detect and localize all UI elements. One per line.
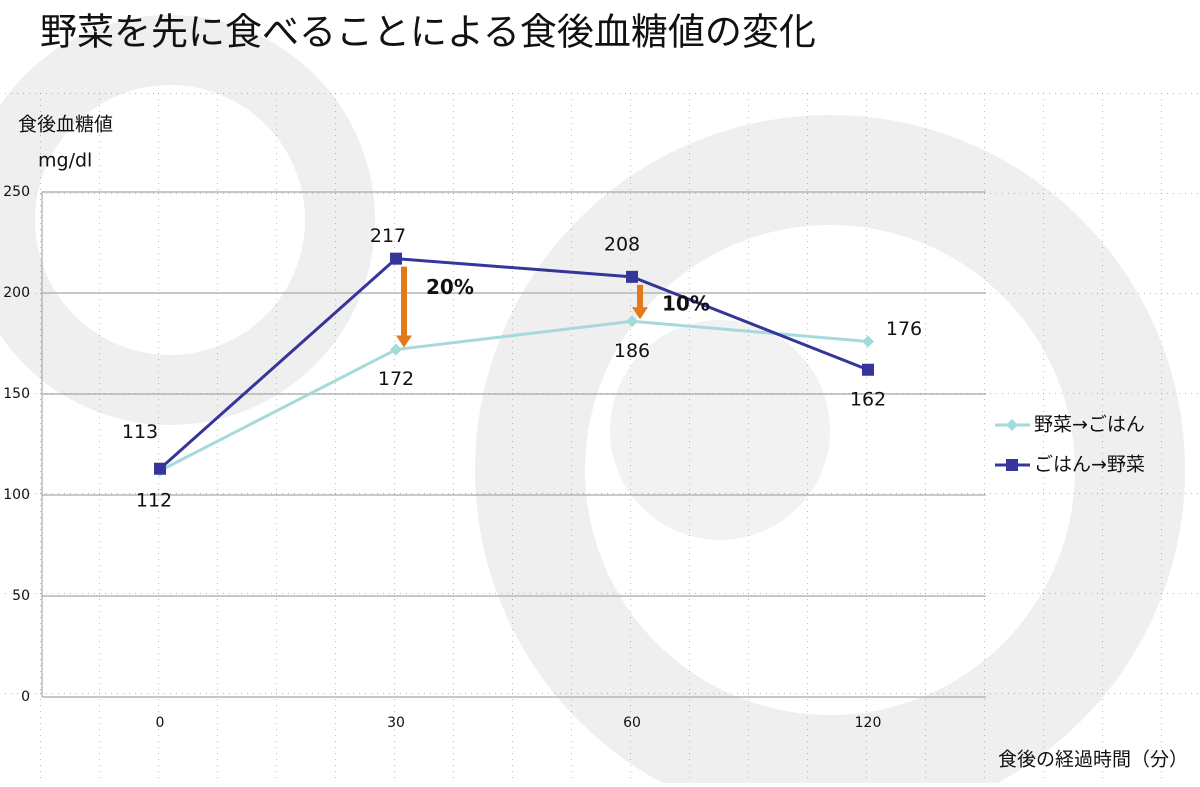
annotation: 10%: [662, 291, 710, 315]
background: [0, 15, 1200, 787]
legend-marker: [1006, 459, 1018, 471]
marker: [862, 335, 874, 348]
legend-label: 野菜→ごはん: [1034, 414, 1145, 436]
data-label: 162: [850, 388, 886, 410]
y-tick-label: 150: [3, 386, 30, 402]
series-line: [159, 257, 869, 470]
data-label: 176: [886, 318, 922, 340]
data-label: 217: [370, 225, 406, 247]
chart-title: 野菜を先に食べることによる食後血糖値の変化: [40, 11, 816, 54]
annotation: 20%: [426, 275, 474, 299]
x-tick-label: 0: [156, 715, 165, 731]
y-tick-label: 200: [3, 285, 30, 301]
y-axis-unit: mg/dl: [38, 150, 92, 172]
data-label: 112: [136, 489, 172, 511]
x-tick-label: 120: [855, 715, 882, 731]
x-tick-label: 60: [623, 715, 641, 731]
data-label: 113: [122, 421, 158, 443]
x-axis-label: 食後の経過時間（分）: [998, 749, 1188, 771]
data-label: 172: [378, 368, 414, 390]
difference-arrow: [396, 266, 412, 348]
marker: [390, 343, 402, 356]
marker: [626, 315, 638, 328]
difference-arrow: [632, 284, 648, 320]
legend-marker: [1006, 419, 1018, 431]
data-label: 208: [604, 233, 640, 255]
marker: [862, 363, 874, 376]
y-tick-label: 100: [3, 487, 30, 503]
series-line: [159, 319, 869, 473]
data-label: 186: [614, 340, 650, 362]
marker: [154, 462, 166, 475]
legend-label: ごはん→野菜: [1034, 454, 1145, 476]
y-tick-label: 0: [21, 689, 30, 705]
marker: [626, 270, 638, 283]
y-axis-label: 食後血糖値: [18, 114, 113, 136]
x-tick-label: 30: [387, 715, 405, 731]
y-tick-label: 50: [12, 588, 30, 604]
marker: [390, 252, 402, 265]
y-tick-label: 250: [3, 184, 30, 200]
